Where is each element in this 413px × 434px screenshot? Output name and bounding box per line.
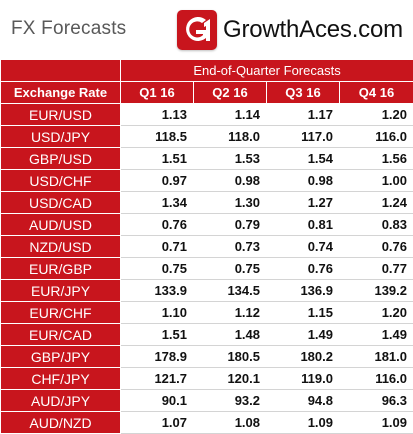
forecast-value-cell: 116.0 [340,368,413,390]
forecast-value-cell: 133.9 [121,280,194,302]
forecast-value-cell: 1.27 [267,192,340,214]
forecast-value-cell: 0.83 [340,214,413,236]
forecast-value-cell: 0.81 [267,214,340,236]
forecast-value-cell: 178.9 [121,346,194,368]
page-title: FX Forecasts [11,18,126,40]
forecast-value-cell: 1.51 [121,148,194,170]
forecast-value-cell: 0.74 [267,236,340,258]
currency-pair-cell: EUR/JPY [1,280,121,302]
forecast-value-cell: 1.24 [340,192,413,214]
brand[interactable]: GrowthAces.com [177,7,403,53]
forecast-value-cell: 0.98 [267,170,340,192]
currency-pair-cell: EUR/CHF [1,302,121,324]
column-header: Q3 16 [267,82,340,104]
forecast-value-cell: 1.34 [121,192,194,214]
currency-pair-cell: EUR/GBP [1,258,121,280]
forecast-value-cell: 1.07 [121,412,194,434]
forecast-value-cell: 118.0 [194,126,267,148]
forecast-value-cell: 1.20 [340,104,413,126]
forecast-value-cell: 1.12 [194,302,267,324]
currency-pair-cell: CHF/JPY [1,368,121,390]
forecast-value-cell: 118.5 [121,126,194,148]
currency-pair-cell: USD/CAD [1,192,121,214]
forecast-value-cell: 1.56 [340,148,413,170]
forecast-value-cell: 1.48 [194,324,267,346]
currency-pair-cell: GBP/USD [1,148,121,170]
forecast-value-cell: 1.53 [194,148,267,170]
forecast-value-cell: 0.71 [121,236,194,258]
growthaces-logo-icon [177,10,217,50]
forecast-value-cell: 136.9 [267,280,340,302]
forecast-value-cell: 0.76 [267,258,340,280]
forecast-value-cell: 1.09 [340,412,413,434]
forecast-value-cell: 1.54 [267,148,340,170]
group-header: End-of-Quarter Forecasts [121,60,413,82]
currency-pair-cell: USD/CHF [1,170,121,192]
forecast-value-cell: 0.73 [194,236,267,258]
row-header: Exchange Rate [1,82,121,104]
forecast-value-cell: 180.2 [267,346,340,368]
forecast-value-cell: 1.49 [267,324,340,346]
currency-pair-cell: EUR/CAD [1,324,121,346]
forecast-value-cell: 0.98 [194,170,267,192]
forecast-value-cell: 1.08 [194,412,267,434]
forecast-value-cell: 0.75 [194,258,267,280]
currency-pair-cell: AUD/USD [1,214,121,236]
forecast-value-cell: 0.79 [194,214,267,236]
forecast-value-cell: 1.09 [267,412,340,434]
column-header: Q1 16 [121,82,194,104]
forecast-value-cell: 117.0 [267,126,340,148]
forecast-value-cell: 1.30 [194,192,267,214]
forecast-value-cell: 181.0 [340,346,413,368]
forecast-value-cell: 0.75 [121,258,194,280]
currency-pair-cell: USD/JPY [1,126,121,148]
forecast-value-cell: 1.10 [121,302,194,324]
forecast-value-cell: 1.15 [267,302,340,324]
forecast-value-cell: 121.7 [121,368,194,390]
currency-pair-cell: NZD/USD [1,236,121,258]
forecast-value-cell: 1.00 [340,170,413,192]
forecast-value-cell: 119.0 [267,368,340,390]
forecast-value-cell: 1.20 [340,302,413,324]
brand-name: GrowthAces.com [223,16,403,44]
forecast-value-cell: 1.49 [340,324,413,346]
forecast-value-cell: 0.76 [340,236,413,258]
forecast-value-cell: 0.97 [121,170,194,192]
fx-forecast-table: End-of-Quarter Forecasts Exchange Rate Q… [0,59,413,434]
currency-pair-cell: AUD/NZD [1,412,121,434]
forecast-value-cell: 1.14 [194,104,267,126]
column-header: Q2 16 [194,82,267,104]
forecast-value-cell: 180.5 [194,346,267,368]
header-blank-cell [1,60,121,82]
forecast-value-cell: 116.0 [340,126,413,148]
forecast-value-cell: 1.13 [121,104,194,126]
forecast-value-cell: 0.76 [121,214,194,236]
forecast-value-cell: 120.1 [194,368,267,390]
forecast-value-cell: 1.17 [267,104,340,126]
header: FX Forecasts GrowthAces.com [0,0,413,59]
currency-pair-cell: GBP/JPY [1,346,121,368]
forecast-value-cell: 0.77 [340,258,413,280]
forecast-value-cell: 139.2 [340,280,413,302]
currency-pair-cell: EUR/USD [1,104,121,126]
forecast-value-cell: 134.5 [194,280,267,302]
forecast-value-cell: 1.51 [121,324,194,346]
column-header: Q4 16 [340,82,413,104]
